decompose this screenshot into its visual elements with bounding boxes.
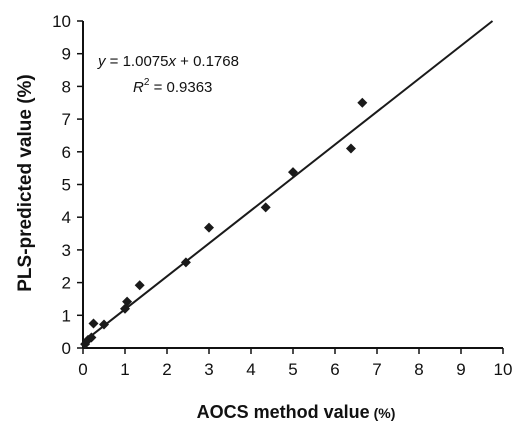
regression-equation: y = 1.0075x + 0.1768 [97,53,239,70]
r-squared-label: R2 = 0.9363 [133,77,212,96]
eq-y-var: y [97,53,107,70]
eq-slope-text: = 1.0075 [106,53,169,70]
eq-x-var: x [167,53,176,70]
x-tick-label: 0 [78,360,87,379]
y-tick-label: 8 [62,77,71,96]
x-tick-label: 7 [372,360,381,379]
x-axis-title: AOCS method value (%) [197,402,396,422]
data-point [122,296,133,307]
x-axis-title-text: AOCS method value [197,402,370,422]
x-tick-label: 2 [162,360,171,379]
y-tick-label: 2 [62,274,71,293]
data-point [260,202,271,213]
r2-value-text: = 0.9363 [149,79,212,96]
data-point [345,143,356,154]
x-tick-label: 6 [330,360,339,379]
y-tick-label: 0 [62,339,71,358]
y-tick-label: 6 [62,143,71,162]
plot-area: 0 1 2 3 4 5 6 7 8 9 10 0 1 2 3 4 5 6 7 8 9 10 [52,12,512,379]
data-point [88,318,99,329]
x-tick-label: 3 [204,360,213,379]
y-tick-label: 10 [52,12,71,31]
y-tick-label: 7 [62,110,71,129]
data-point [120,303,130,314]
y-tick-label: 9 [62,45,71,64]
y-tick-label: 5 [62,176,71,195]
y-tick-label: 1 [62,306,71,325]
x-tick-label: 1 [120,360,129,379]
eq-intercept-text: + 0.1768 [176,53,239,70]
data-point [288,167,298,178]
x-axis-unit: (%) [374,405,396,421]
data-point [86,332,97,343]
x-tick-label: 8 [414,360,423,379]
data-point [99,319,109,330]
data-point [180,257,191,268]
data-point [134,280,145,291]
r2-symbol: R [133,79,144,96]
data-point [204,222,214,233]
y-tick-label: 4 [62,208,71,227]
x-tick-label: 4 [246,360,255,379]
y-axis-title: PLS-predicted value (%) [15,74,36,292]
data-point [357,97,368,108]
x-tick-label: 9 [456,360,465,379]
r2-superscript: 2 [144,77,150,88]
y-tick-label: 3 [62,241,71,260]
x-tick-label: 5 [288,360,297,379]
x-tick-label: 10 [494,360,513,379]
regression-line [82,20,494,344]
